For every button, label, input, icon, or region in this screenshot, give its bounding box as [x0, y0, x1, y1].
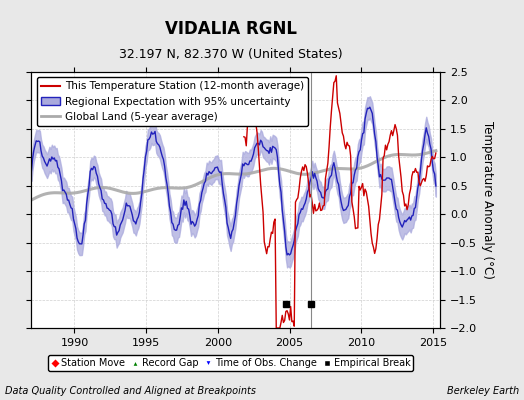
Text: Data Quality Controlled and Aligned at Breakpoints: Data Quality Controlled and Aligned at B…: [5, 386, 256, 396]
Y-axis label: Temperature Anomaly (°C): Temperature Anomaly (°C): [481, 121, 494, 279]
Text: VIDALIA RGNL: VIDALIA RGNL: [165, 20, 297, 38]
Legend: Station Move, Record Gap, Time of Obs. Change, Empirical Break: Station Move, Record Gap, Time of Obs. C…: [48, 355, 413, 371]
Text: Berkeley Earth: Berkeley Earth: [446, 386, 519, 396]
Legend: This Temperature Station (12-month average), Regional Expectation with 95% uncer: This Temperature Station (12-month avera…: [37, 77, 308, 126]
Text: 32.197 N, 82.370 W (United States): 32.197 N, 82.370 W (United States): [119, 48, 342, 61]
